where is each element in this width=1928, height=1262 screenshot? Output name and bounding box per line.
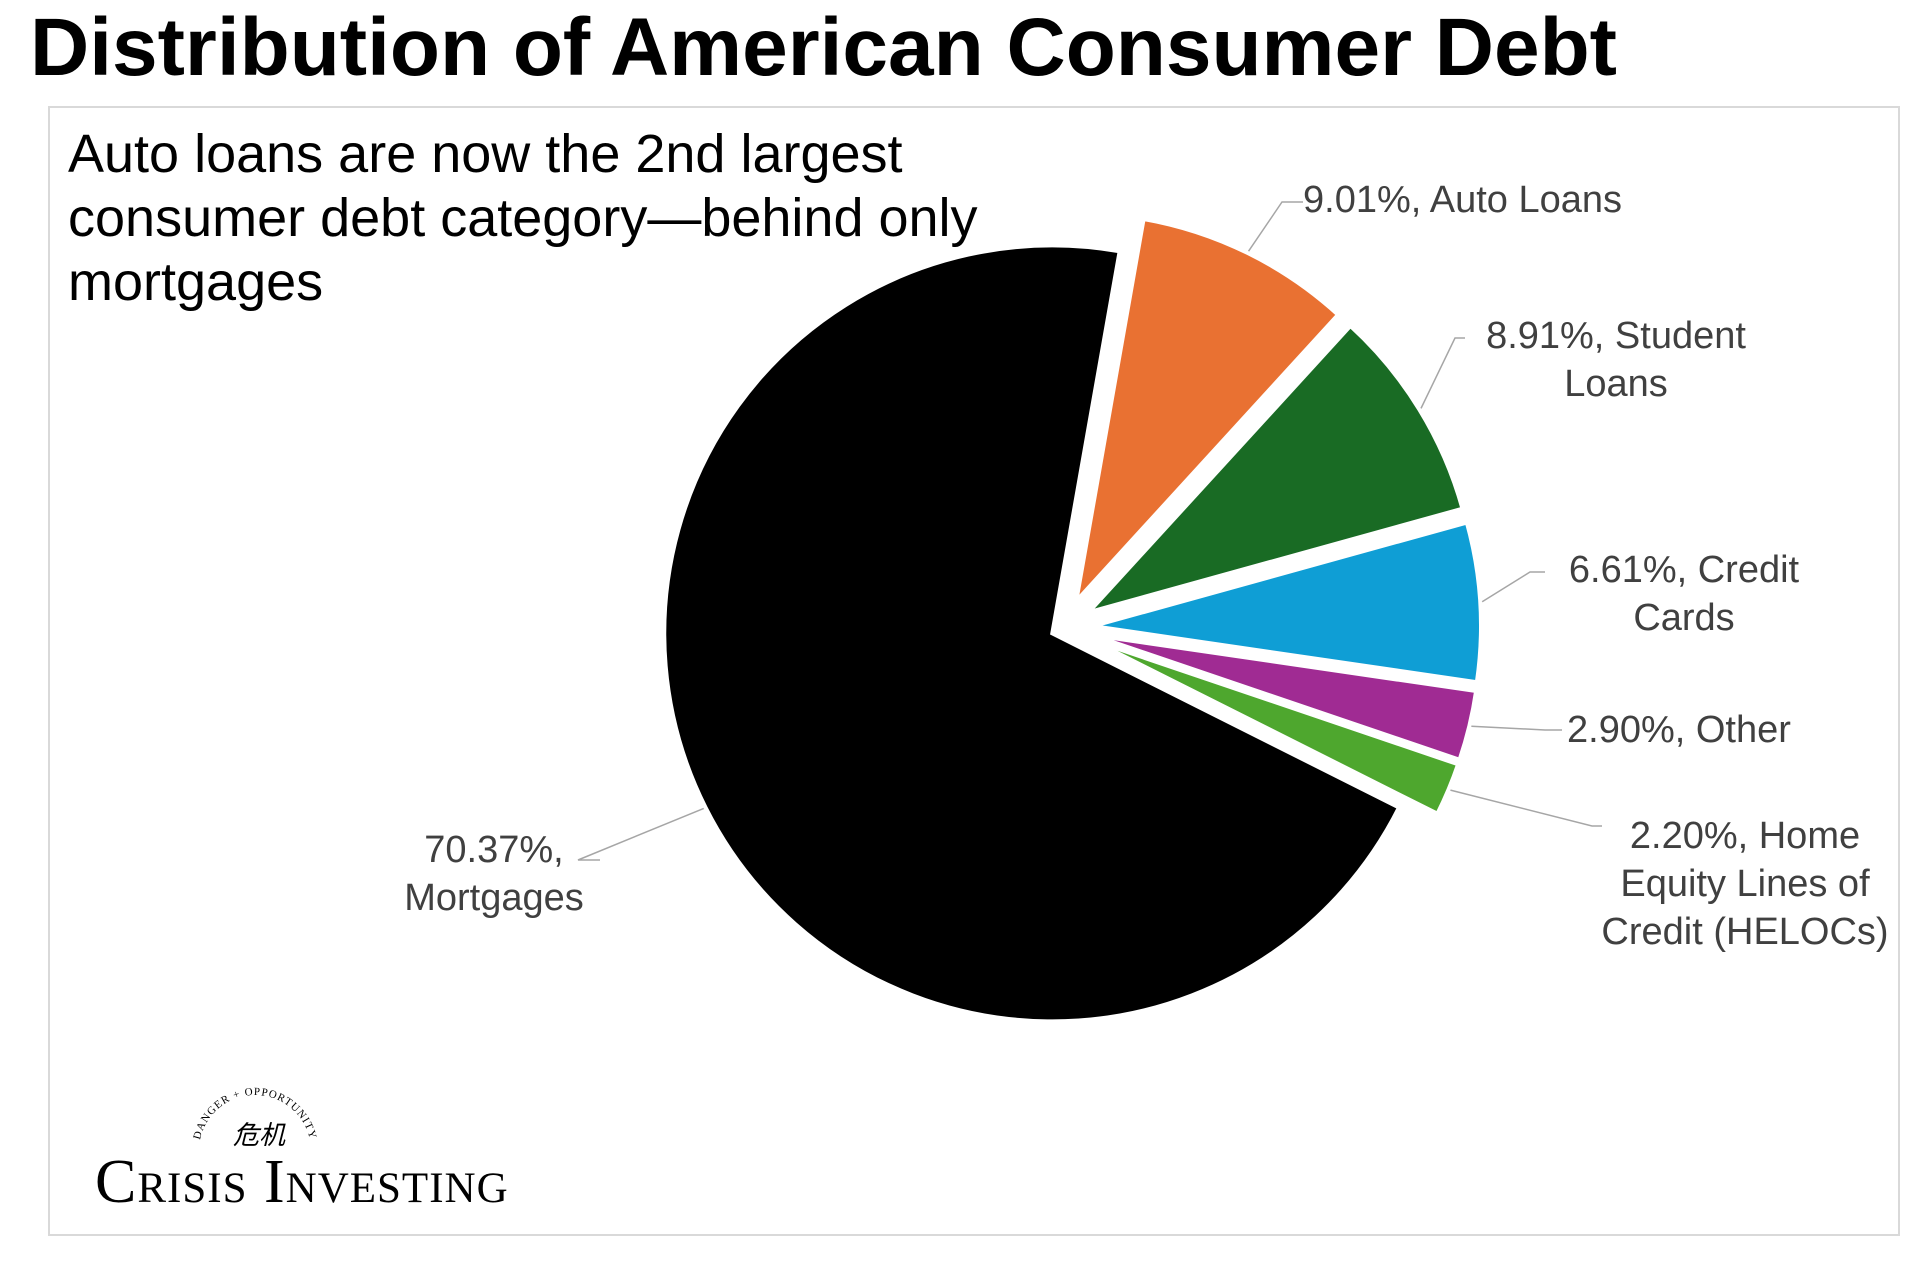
slice-label-line: Equity Lines of: [1620, 863, 1870, 905]
leader-line: [1247, 201, 1303, 252]
slice-label-line: 2.90%, Other: [1567, 709, 1791, 751]
slice-label-line: 2.20%, Home: [1630, 815, 1860, 857]
slice-label: 2.20%, Home Equity Lines of Credit (HELOCs…: [1601, 815, 1888, 953]
pie-slice-student-loans: [1082, 323, 1465, 617]
chart-subtitle: Auto loans are now the 2nd largest consu…: [68, 124, 978, 312]
leader-line: [1450, 789, 1602, 827]
slice-label: 70.37%, Mortgages: [404, 829, 584, 919]
pie-slices: [662, 216, 1483, 1024]
leader-line: [577, 807, 705, 861]
slice-label-line: Credit (HELOCs): [1601, 911, 1888, 953]
leader-line: [1420, 337, 1465, 409]
slice-label-line: 6.61%, Credit: [1569, 549, 1800, 591]
slice-label-line: 70.37%,: [424, 829, 563, 871]
slice-label: 2.90%, Other: [1567, 709, 1791, 751]
pie-slice-credit-cards: [1092, 520, 1483, 685]
slice-label-line: 9.01%, Auto Loans: [1303, 179, 1622, 221]
logo-glyph: 危机: [233, 1121, 286, 1151]
pie-slice-other: [1091, 633, 1479, 763]
slice-label: 9.01%, Auto Loans: [1303, 179, 1622, 221]
leader-lines: [577, 201, 1602, 861]
pie-slice-home-equity-lines-of-credit-helocs: [1089, 637, 1461, 817]
slice-label-line: Cards: [1633, 597, 1734, 639]
slice-label: 6.61%, Credit Cards: [1569, 549, 1800, 639]
leader-line: [1471, 725, 1562, 731]
slice-label-line: Mortgages: [404, 877, 584, 919]
pie-slice-auto-loans: [1073, 216, 1341, 608]
pie-slice-mortgages: [662, 243, 1402, 1024]
logo-name: Crisis Investing: [95, 1148, 509, 1216]
crisis-investing-logo: DANGER + OPPORTUNITY 危机 Crisis Investing: [95, 1085, 595, 1216]
page-title: Distribution of American Consumer Debt: [30, 2, 1617, 93]
slice-label-line: Loans: [1564, 363, 1668, 405]
slice-label: 8.91%, Student Loans: [1486, 315, 1746, 405]
slice-labels: 9.01%, Auto Loans 8.91%, Student Loans 6.61…: [404, 179, 1888, 953]
leader-line: [1481, 571, 1545, 603]
logo-tagline-arc: DANGER + OPPORTUNITY: [191, 1086, 317, 1141]
slice-label-line: 8.91%, Student: [1486, 315, 1746, 357]
